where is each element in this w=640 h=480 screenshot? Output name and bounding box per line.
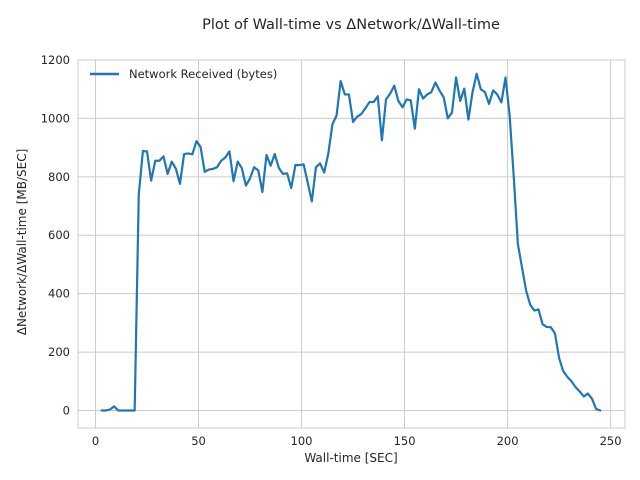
x-axis-ticks: 0 50 100 150 200 250 [92,434,622,448]
series-lines [100,72,602,412]
y-tick-label: 200 [48,345,70,359]
legend: Network Received (bytes) [90,67,277,81]
x-tick-label: 250 [600,434,622,448]
legend-label-network-received: Network Received (bytes) [129,67,277,81]
x-tick-label: 200 [497,434,519,448]
y-tick-label: 0 [63,403,70,417]
plot-frame [77,59,626,429]
gridlines [78,59,625,428]
series-line-network-received [100,72,602,412]
y-axis-label: ΔNetwork/ΔWall-time [MB/SEC] [15,149,29,336]
y-axis-ticks: 0 200 400 600 800 1000 1200 [41,53,70,417]
y-tick-label: 1200 [41,53,70,67]
y-tick-label: 400 [48,287,70,301]
chart-title: Plot of Wall-time vs ΔNetwork/ΔWall-time [202,17,500,33]
x-tick-label: 50 [191,434,206,448]
y-tick-label: 1000 [41,111,70,125]
x-tick-label: 100 [291,434,313,448]
x-tick-label: 0 [92,434,99,448]
x-axis-label: Wall-time [SEC] [304,451,397,465]
y-tick-label: 800 [48,170,70,184]
y-tick-label: 600 [48,228,70,242]
x-tick-label: 150 [394,434,416,448]
